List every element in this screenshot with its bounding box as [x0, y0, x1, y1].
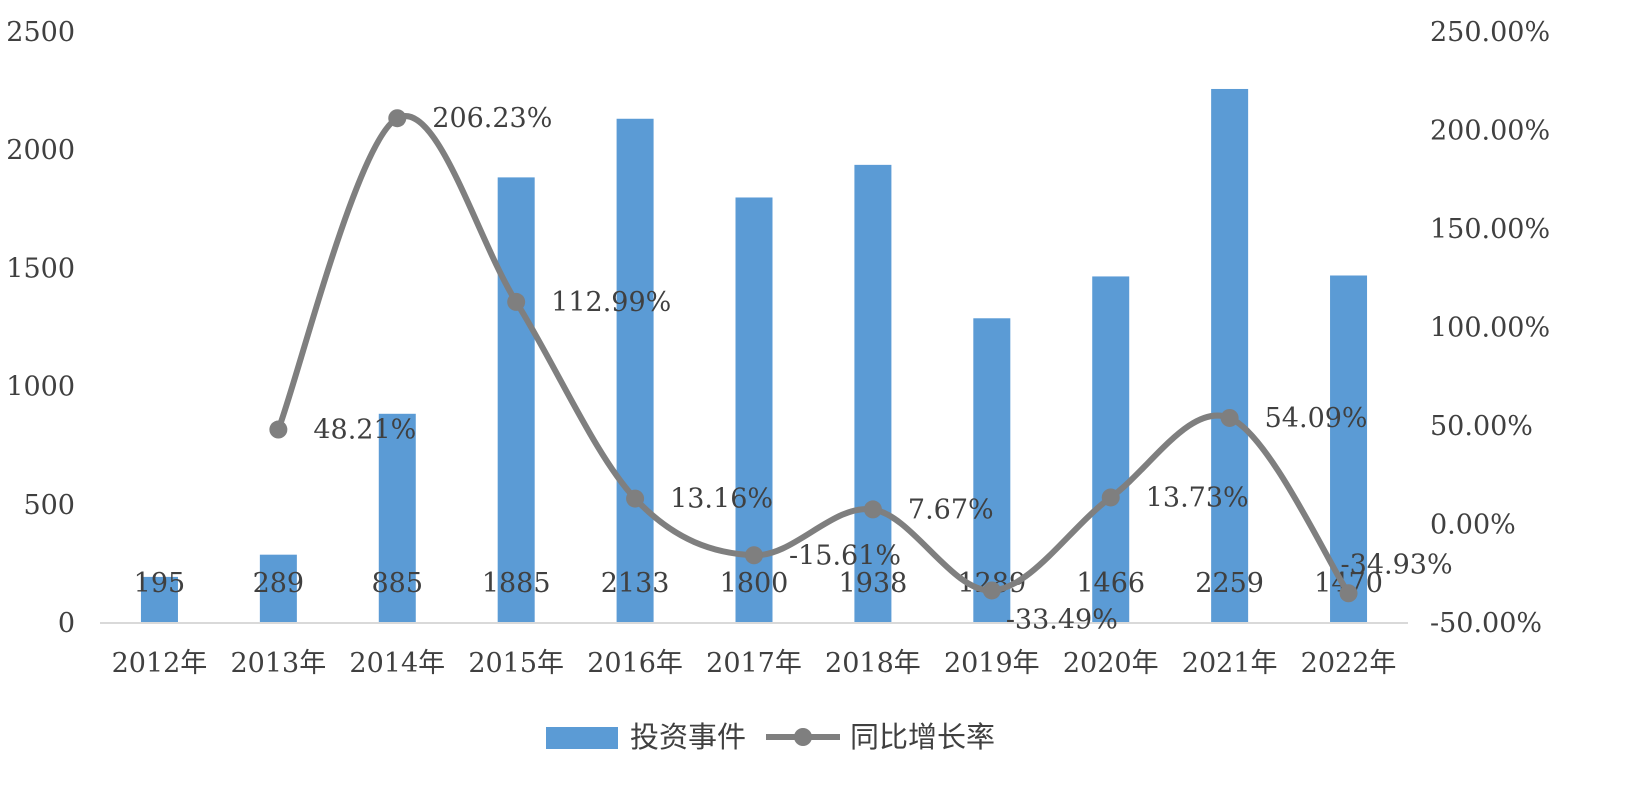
x-tick-label: 2017年 [706, 648, 802, 679]
growth-rate-line [275, 113, 1352, 597]
x-tick-label: 2016年 [587, 648, 683, 679]
y-right-tick-label: 150.00% [1430, 214, 1550, 245]
bar-data-label: 2259 [1195, 568, 1264, 599]
line-point-2021年 [1220, 408, 1239, 427]
line-data-label: 13.73% [1146, 482, 1249, 513]
line-point-2016年 [626, 489, 645, 508]
bar-2014年 [378, 413, 416, 623]
line-point-2014年 [388, 109, 407, 128]
bar-series [140, 88, 1368, 624]
line-point-2015年 [507, 292, 526, 311]
y-right-tick-label: 250.00% [1430, 17, 1550, 48]
line-data-label: -15.61% [789, 540, 901, 571]
bar-2015年 [497, 177, 535, 624]
bar-2021年 [1211, 88, 1249, 623]
bar-2018年 [854, 164, 892, 623]
legend-label-line: 同比增长率 [850, 720, 995, 754]
y-right-tick-label: 100.00% [1430, 313, 1550, 344]
y-left-tick-label: 1000 [6, 372, 75, 403]
line-point-2013年 [269, 420, 288, 439]
bar-2013年 [259, 554, 297, 623]
line-point-2020年 [1101, 488, 1120, 507]
line-data-labels: 48.21% 206.23% 112.99% 13.16% -15.61%7.67% -3… [313, 103, 1452, 635]
x-tick-label: 2022年 [1301, 648, 1397, 679]
x-tick-label: 2015年 [468, 648, 564, 679]
bar-2020年 [1092, 276, 1130, 623]
y-left-tick-label: 2500 [6, 17, 75, 48]
line-point-2017年 [745, 546, 763, 565]
x-tick-label: 2019年 [944, 648, 1040, 679]
bar-data-label: 1466 [1076, 568, 1145, 599]
axes: 2012年 2013年 2014年 2015年 2016年 2017年 2018年 2019年… [6, 17, 1550, 679]
line-data-label: 206.23% [432, 103, 552, 134]
y-right-tick-label: 50.00% [1430, 411, 1533, 442]
bar-data-label: 2133 [601, 568, 670, 599]
y-right-tick-label: -50.00% [1430, 608, 1542, 639]
line-point-2019年 [982, 581, 1001, 600]
y-left-tick-label: 0 [58, 608, 75, 639]
line-data-label: -33.49% [1006, 604, 1118, 635]
y-left-tick-label: 500 [23, 490, 75, 521]
y-left-tick-label: 1500 [6, 253, 75, 284]
line-data-label: 7.67% [908, 494, 994, 525]
bar-data-label: 195 [134, 568, 186, 599]
bar-data-label: 1800 [720, 568, 789, 599]
legend-swatch-bar [546, 727, 618, 749]
line-data-label: 48.21% [313, 415, 416, 446]
y-right-tick-label: 200.00% [1430, 116, 1550, 147]
line-data-label: 54.09% [1265, 403, 1368, 434]
x-tick-label: 2020年 [1063, 648, 1159, 679]
bar-2016年 [616, 118, 654, 624]
legend-swatch-marker [794, 728, 812, 746]
x-tick-label: 2018年 [825, 648, 921, 679]
legend: 投资事件 同比增长率 [546, 720, 995, 754]
bar-data-label: 289 [253, 568, 305, 599]
legend-label-bar: 投资事件 [630, 720, 746, 754]
bar-data-label: 885 [371, 568, 423, 599]
x-tick-label: 2013年 [231, 648, 327, 679]
line-series [269, 109, 1358, 603]
bar-2012年 [140, 576, 178, 623]
bar-2019年 [973, 318, 1011, 623]
y-left-tick-label: 2000 [6, 135, 75, 166]
x-tick-label: 2021年 [1182, 648, 1278, 679]
line-data-label: -34.93% [1341, 549, 1453, 580]
line-data-label: 112.99% [551, 287, 671, 318]
line-data-label: 13.16% [670, 484, 773, 515]
bar-2022年 [1330, 275, 1368, 623]
line-point-2022年 [1339, 584, 1358, 603]
bar-data-labels: 1952898851885213318001938128914662259147… [134, 568, 1383, 599]
y-right-tick-label: 0.00% [1430, 510, 1516, 541]
x-tick-label: 2012年 [112, 648, 208, 679]
bar-data-label: 1938 [839, 568, 908, 599]
x-tick-label: 2014年 [349, 648, 445, 679]
line-point-2018年 [863, 500, 882, 519]
bar-data-label: 1885 [482, 568, 551, 599]
